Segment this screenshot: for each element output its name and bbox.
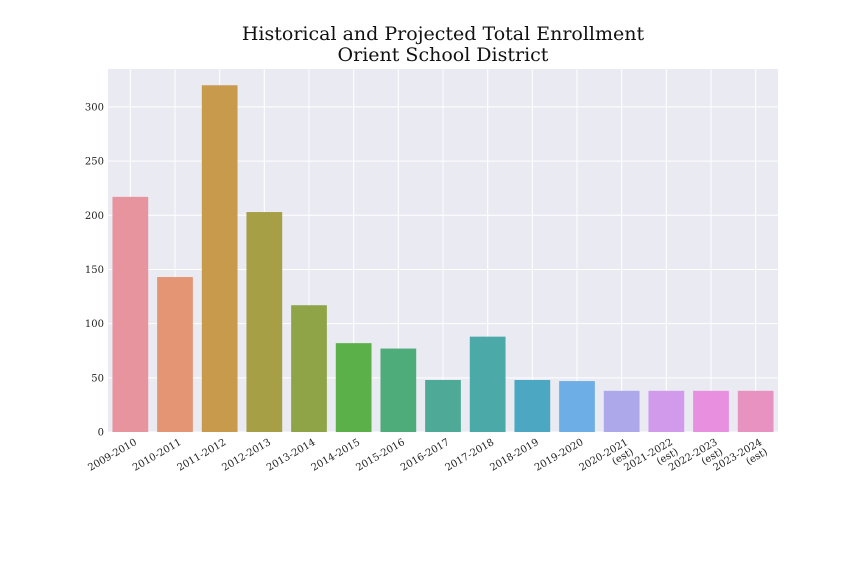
x-tick-label: 2021-2022(est) [622,437,680,483]
bar [291,305,327,432]
bar [648,390,685,432]
bar [425,379,461,432]
bar [246,212,283,432]
y-tick-label: 50 [91,373,104,384]
bars [112,85,774,433]
chart-title: Historical and Projected Total Enrollmen… [108,24,778,66]
x-tick-label: 2013-2014 [265,437,318,474]
bar [737,390,774,432]
x-tick-label: 2020-2021(est) [578,437,636,483]
bar [514,379,551,432]
chart-title-line-2: Orient School District [337,44,549,66]
chart-title-line-1: Historical and Projected Total Enrollmen… [241,23,645,45]
y-tick-label: 300 [85,102,104,113]
y-axis-ticks: 0 50 100 150 200 250 300 [85,102,104,438]
x-tick-label: 2022-2023(est) [667,437,725,483]
x-tick-label: 2017-2018 [444,437,497,474]
bar [112,196,149,432]
x-tick-label: 2015-2016 [354,437,407,474]
bar [603,390,640,432]
x-tick-label: 2019-2020 [533,437,586,474]
y-tick-label: 0 [98,428,104,439]
bar [559,381,595,432]
bar [201,85,238,433]
bar [157,277,193,432]
x-tick-label: 2023-2024(est) [712,437,770,483]
bar [469,336,506,432]
x-tick-label: 2016-2017 [399,437,452,474]
x-tick-label: 2018-2019 [488,437,541,474]
x-tick-label: 2011-2012 [176,437,229,474]
bar [335,343,372,432]
y-tick-label: 150 [85,265,104,276]
x-tick-label: 2014-2015 [310,437,363,474]
bar [380,348,417,432]
y-tick-label: 200 [85,211,104,222]
x-tick-label: 2012-2013 [220,437,273,474]
x-tick-label: 2009-2010 [86,437,139,474]
bar [693,390,729,432]
y-tick-label: 250 [85,157,104,168]
x-tick-label: 2010-2011 [131,437,184,474]
x-axis-ticks: 2009-20102010-20112011-20122012-20132013… [86,437,770,483]
y-tick-label: 100 [85,319,104,330]
